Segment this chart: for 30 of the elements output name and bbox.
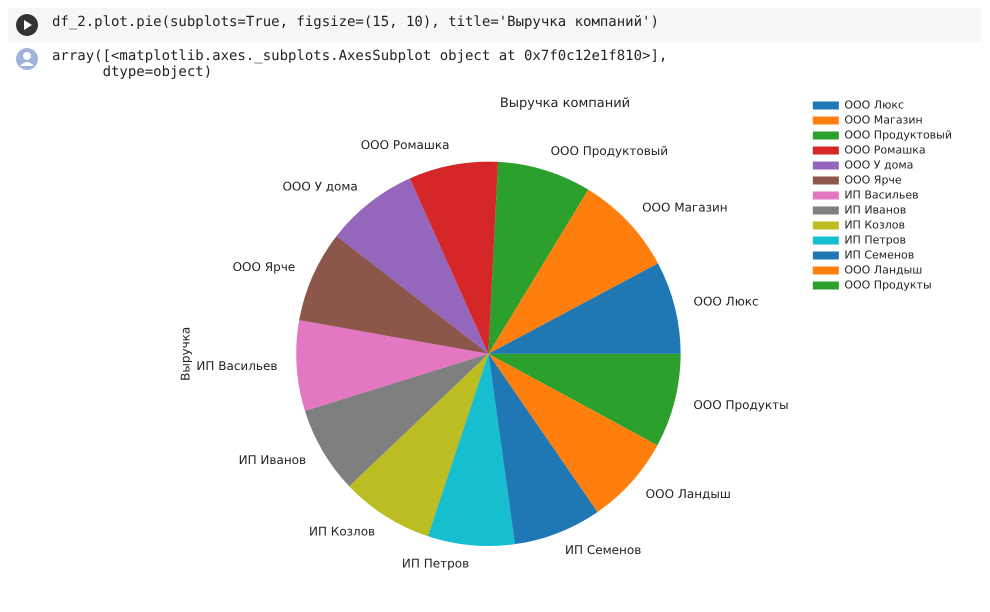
text: df_2.plot.pie(subplots=True, figsize=(15, 10), title='Выручка компаний') xyxy=(52,14,659,30)
text: array([<matplotlib.axes._subplots.AxesSubplot object at 0x7f0c12e1f810>], dtype=object) xyxy=(52,48,668,80)
legend-label: ООО Люкс xyxy=(844,98,904,112)
legend-label: ИП Козлов xyxy=(844,218,905,232)
slice-label: ООО Ромашка xyxy=(360,138,450,152)
legend-label: ООО Продуктовый xyxy=(844,128,952,142)
legend-label: ООО Магазин xyxy=(844,113,923,126)
legend-label: ООО Ромашка xyxy=(844,143,926,156)
slice-label: ООО Продукты xyxy=(693,398,789,412)
chart-title: Выручка компаний xyxy=(500,96,630,112)
slice-label: ИП Семенов xyxy=(565,542,642,557)
slice-label: ООО У дома xyxy=(282,180,358,194)
slice-label: ИП Петров xyxy=(402,556,470,570)
slice-label: ИП Васильев xyxy=(196,359,278,374)
slice-label: ООО Ярче xyxy=(232,260,296,274)
slice-label: ООО Продуктовый xyxy=(550,144,668,158)
text: Выручка xyxy=(178,326,192,381)
slice-label: ООО Магазин xyxy=(642,200,728,215)
legend-label: ИП Семенов xyxy=(844,248,914,262)
slice-label: ИП Козлов xyxy=(308,524,376,538)
legend-label: ИП Иванов xyxy=(844,203,906,216)
slice-label: ИП Иванов xyxy=(238,452,306,467)
legend-label: ИП Петров xyxy=(844,233,906,246)
legend-label: ООО Продукты xyxy=(844,278,932,292)
legend-label: ИП Васильев xyxy=(844,188,919,202)
legend-label: ООО Ярче xyxy=(844,173,902,186)
legend-label: ООО У дома xyxy=(844,158,914,172)
legend-label: ООО Ландыш xyxy=(844,263,922,276)
slice-label: ООО Ландыш xyxy=(646,487,731,502)
slice-label: ООО Люкс xyxy=(694,294,759,309)
